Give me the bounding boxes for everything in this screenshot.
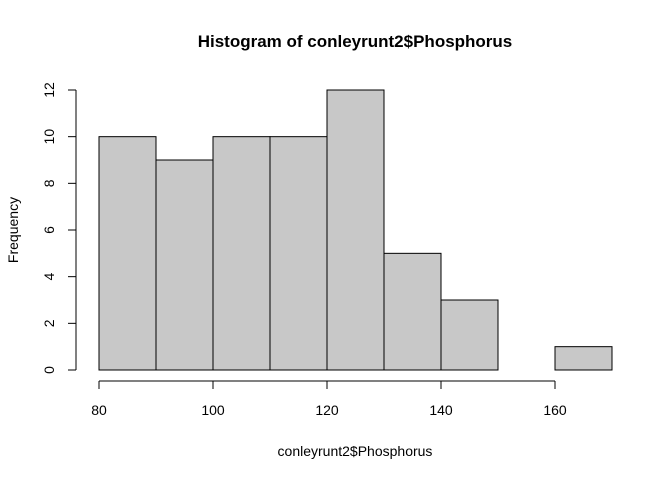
x-tick-label: 160 xyxy=(543,402,567,418)
y-tick-label: 2 xyxy=(41,319,57,327)
y-tick-label: 4 xyxy=(41,273,57,281)
y-tick-label: 12 xyxy=(41,82,57,98)
bars-layer xyxy=(98,89,613,371)
histogram-bar-7 xyxy=(440,299,499,371)
histogram-bar-5 xyxy=(326,89,385,371)
x-tick-label: 140 xyxy=(429,402,453,418)
histogram-bar-1 xyxy=(98,136,157,371)
y-tick-label: 10 xyxy=(41,129,57,145)
histogram-bar-4 xyxy=(269,136,328,371)
x-tick-label: 100 xyxy=(201,402,225,418)
x-tick-label: 120 xyxy=(315,402,339,418)
x-axis: 80 100 120 140 160 xyxy=(91,380,567,418)
histogram-bar-6 xyxy=(383,252,442,371)
x-tick-label: 80 xyxy=(91,402,107,418)
histogram-bar-3 xyxy=(212,136,271,371)
x-axis-label: conleyrunt2$Phosphorus xyxy=(278,443,433,459)
y-tick-label: 6 xyxy=(41,226,57,234)
y-axis: 0 2 4 6 8 10 12 xyxy=(41,82,77,374)
y-tick-label: 8 xyxy=(41,179,57,187)
histogram-bar-2 xyxy=(155,159,214,371)
histogram-bar-9 xyxy=(554,346,613,371)
chart-title: Histogram of conleyrunt2$Phosphorus xyxy=(198,32,513,51)
y-tick-label: 0 xyxy=(41,366,57,374)
y-axis-label: Frequency xyxy=(5,197,21,263)
